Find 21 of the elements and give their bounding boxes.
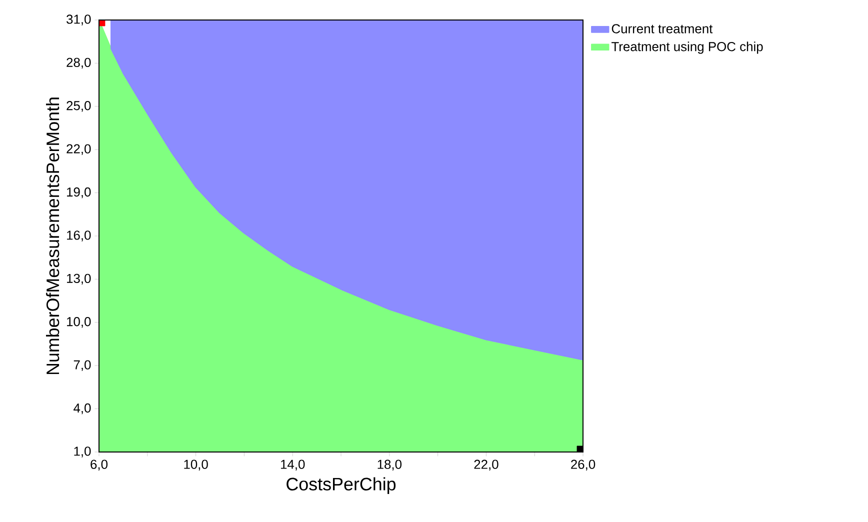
y-tick-label: 19,0 xyxy=(67,187,91,198)
y-tick-label: 7,0 xyxy=(74,360,91,371)
y-tick-label: 22,0 xyxy=(66,144,91,155)
y-tick-label: 28,0 xyxy=(66,58,91,69)
y-tick-label: 4,0 xyxy=(74,403,91,414)
y-tick-label: 10,0 xyxy=(67,317,91,328)
x-tick-label: 14,0 xyxy=(280,460,305,470)
y-tick-label: 13,0 xyxy=(67,274,91,285)
x-tick-label: 18,0 xyxy=(378,460,402,470)
x-axis-title: CostsPerChip xyxy=(286,477,396,494)
legend-label: Current treatment xyxy=(612,24,713,34)
x-tick-label: 6,0 xyxy=(90,460,108,470)
y-axis-title: NumberOfMeasurementsPerMonth xyxy=(46,98,60,374)
x-tick-label: 10,0 xyxy=(184,460,208,470)
x-tick-label: 26,0 xyxy=(571,460,596,470)
y-tick-label: 25,0 xyxy=(66,101,91,112)
y-tick-label: 1,0 xyxy=(74,446,91,458)
legend-label: Treatment using POC chip xyxy=(612,42,763,54)
y-tick-label: 16,0 xyxy=(67,230,91,242)
y-tick-label: 31,0 xyxy=(66,14,91,26)
x-tick-label: 22,0 xyxy=(474,460,498,470)
